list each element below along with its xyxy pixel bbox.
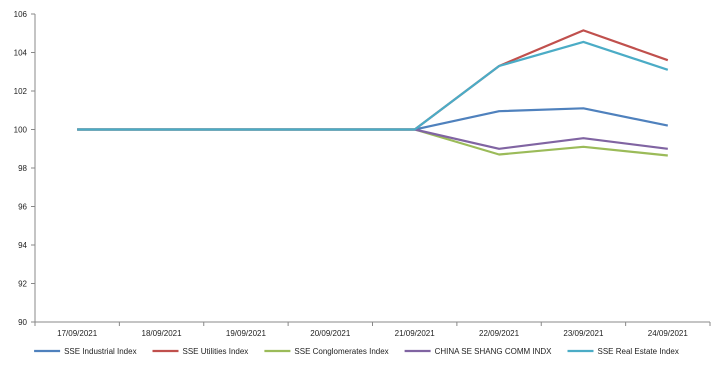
x-tick-label: 17/09/2021 bbox=[57, 329, 98, 338]
y-tick-label: 104 bbox=[14, 49, 28, 58]
series-layer bbox=[77, 29, 669, 157]
y-tick-label: 100 bbox=[14, 126, 28, 135]
x-tick-label: 24/09/2021 bbox=[648, 329, 689, 338]
y-tick-label: 98 bbox=[18, 164, 27, 173]
legend-item: SSE Utilities Index bbox=[152, 347, 249, 356]
y-tick-label: 90 bbox=[18, 318, 27, 327]
legend-item: CHINA SE SHANG COMM INDX bbox=[404, 347, 553, 356]
series-line bbox=[77, 40, 669, 131]
y-tick-label: 96 bbox=[18, 203, 27, 212]
y-tick-label: 106 bbox=[14, 10, 28, 19]
axes-layer: 90 92 94 96 98 100 102 104 106 17/09/2021 18/09/20… bbox=[14, 10, 711, 338]
y-tick-label: 94 bbox=[18, 241, 27, 250]
legend-item: SSE Conglomerates Index bbox=[264, 347, 389, 356]
legend-label: SSE Conglomerates Index bbox=[294, 347, 388, 356]
series-line bbox=[77, 128, 668, 157]
x-tick-label: 19/09/2021 bbox=[226, 329, 267, 338]
legend-label: CHINA SE SHANG COMM INDX bbox=[435, 347, 553, 356]
series-line bbox=[77, 107, 669, 131]
x-tick-label: 23/09/2021 bbox=[563, 329, 604, 338]
legend-label: SSE Real Estate Index bbox=[598, 347, 679, 356]
legend: SSE Industrial Index SSE Utilities Index S… bbox=[34, 347, 679, 356]
x-tick-label: 20/09/2021 bbox=[310, 329, 351, 338]
legend-label: SSE Utilities Index bbox=[183, 347, 249, 356]
series-line bbox=[77, 128, 668, 150]
y-tick-label: 92 bbox=[18, 280, 27, 289]
legend-item: SSE Real Estate Index bbox=[567, 347, 679, 356]
legend-item: SSE Industrial Index bbox=[34, 347, 137, 356]
x-tick-label: 22/09/2021 bbox=[479, 329, 520, 338]
legend-label: SSE Industrial Index bbox=[64, 347, 136, 356]
series-line bbox=[77, 29, 669, 131]
x-tick-label: 21/09/2021 bbox=[395, 329, 436, 338]
y-tick-label: 102 bbox=[14, 87, 28, 96]
x-tick-label: 18/09/2021 bbox=[142, 329, 183, 338]
